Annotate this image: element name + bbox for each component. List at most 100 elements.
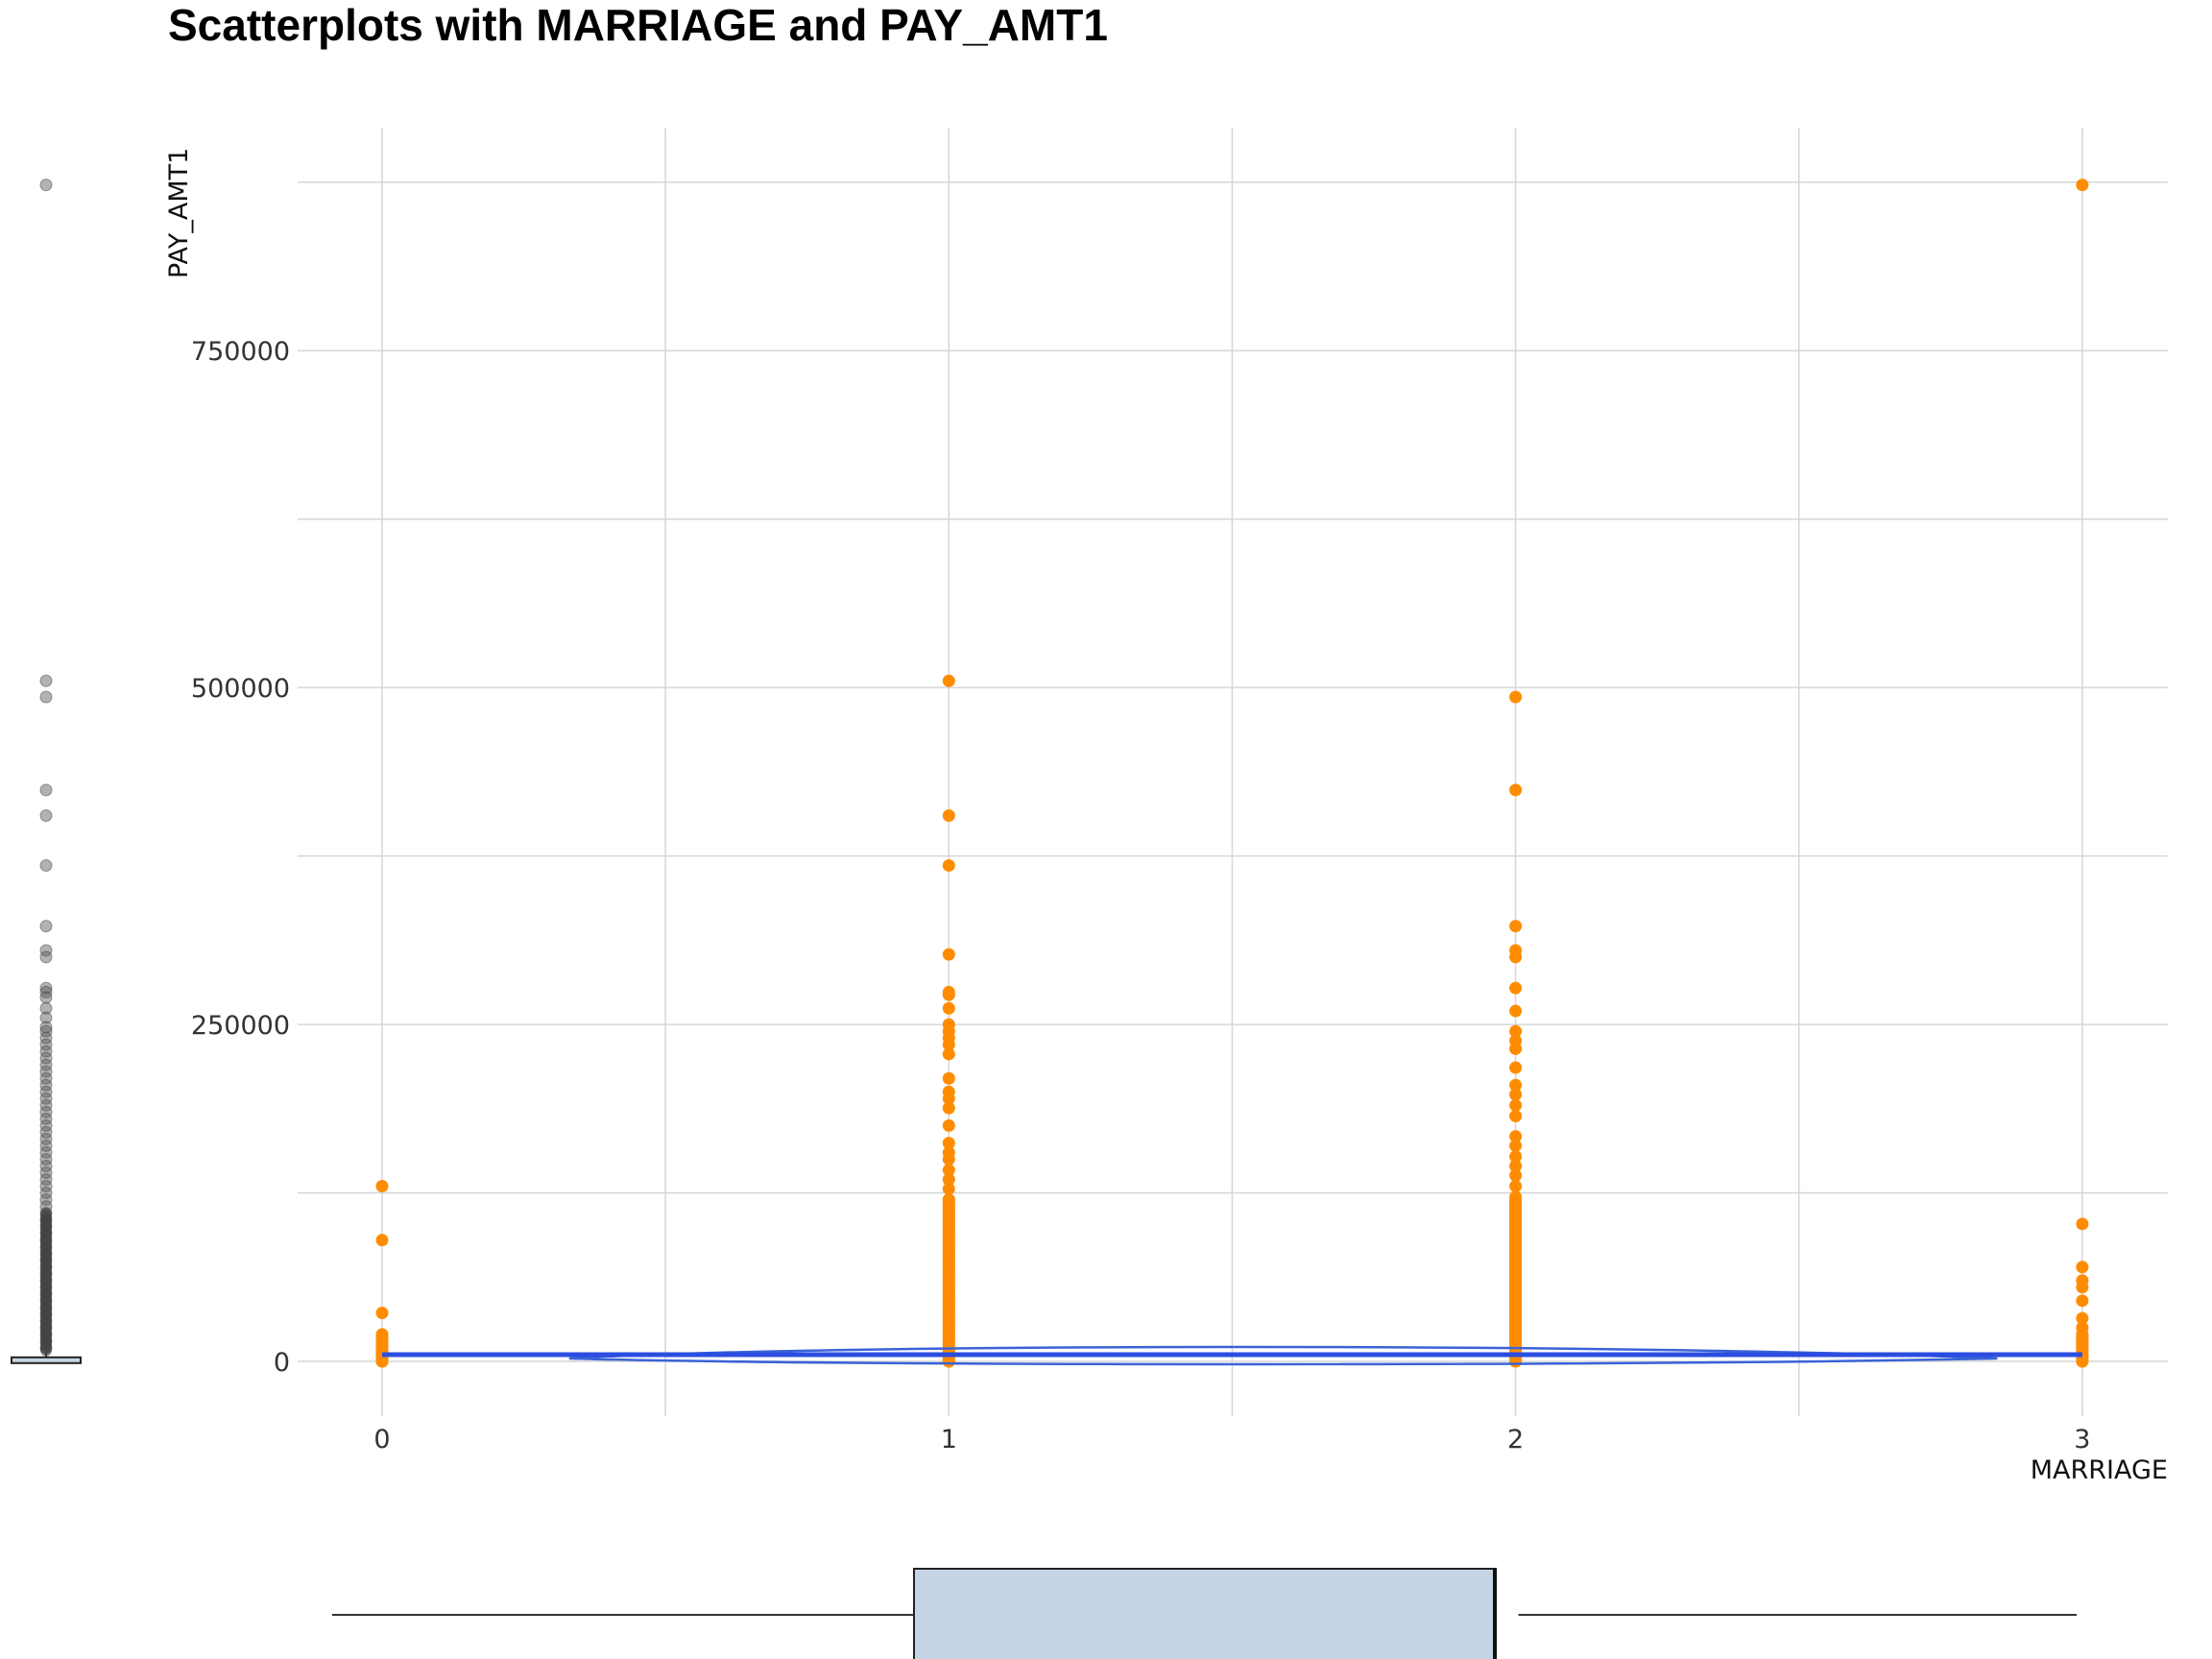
y-marginal-outlier — [39, 1187, 53, 1200]
y-marginal-outlier — [39, 1045, 53, 1058]
chart-title: Scatterplots with MARRIAGE and PAY_AMT1 — [168, 0, 1108, 50]
scatter-point — [1509, 1159, 1523, 1172]
scatter-point — [1509, 1139, 1523, 1152]
y-marginal-outlier — [39, 1098, 53, 1112]
scatter-point — [1509, 1078, 1523, 1092]
scatter-point — [375, 1306, 389, 1319]
y-marginal-outlier — [39, 950, 53, 964]
smooth-confidence-band — [568, 1345, 1998, 1366]
y-marginal-outlier — [39, 920, 53, 933]
x-tick-label: 0 — [373, 1425, 390, 1455]
y-marginal-outlier — [39, 1139, 53, 1152]
y-tick-label: 250000 — [191, 1011, 290, 1041]
scatter-point — [942, 948, 955, 961]
scatter-point — [1509, 1024, 1523, 1038]
scatter-point — [1509, 1168, 1523, 1182]
scatter-point — [1509, 1180, 1523, 1193]
y-marginal-outlier — [39, 1152, 53, 1166]
y-marginal-outlier — [39, 991, 53, 1004]
y-marginal-outlier — [39, 1118, 53, 1132]
y-marginal-outlier — [39, 1193, 53, 1207]
scatter-point — [942, 1137, 955, 1150]
y-marginal-outlier — [39, 1166, 53, 1179]
scatter-point — [942, 1193, 955, 1207]
scatter-point — [1509, 1098, 1523, 1112]
y-marginal-outlier — [39, 1092, 53, 1105]
y-marginal-outlier — [39, 1159, 53, 1172]
grid — [298, 128, 2168, 1416]
y-marginal-outlier — [39, 690, 53, 704]
y-marginal-outlier — [39, 1145, 53, 1159]
scatter-point — [942, 809, 955, 823]
y-marginal-outlier — [39, 1112, 53, 1125]
scatter-point — [1509, 981, 1523, 995]
scatter-point — [375, 1180, 389, 1193]
scatter-point — [1509, 1150, 1523, 1164]
scatter-point — [2076, 179, 2089, 192]
y-marginal-outlier — [39, 1011, 53, 1024]
smooth-line — [382, 1345, 2082, 1366]
scatter-point — [2076, 1311, 2089, 1325]
x-tick-label: 3 — [2074, 1425, 2090, 1455]
scatter-point — [942, 1071, 955, 1085]
scatter-point — [375, 1234, 389, 1247]
scatter-point — [1509, 1130, 1523, 1143]
y-marginal-outlier — [39, 1058, 53, 1071]
y-marginal-outlier — [39, 1001, 53, 1015]
scatter-point — [942, 1152, 955, 1166]
y-marginal-boxplot — [11, 179, 82, 1364]
scatter-point — [2076, 1217, 2089, 1231]
y-marginal-outlier — [39, 981, 53, 995]
scatter-point — [1509, 1042, 1523, 1055]
scatter-point — [942, 988, 955, 1001]
y-marginal-outlier — [39, 1031, 53, 1045]
y-marginal-outlier — [39, 1021, 53, 1034]
scatter-point — [375, 1329, 389, 1342]
y-marginal-outlier — [39, 1085, 53, 1098]
y-tick-label: 0 — [274, 1348, 290, 1378]
scatter-point — [942, 674, 955, 687]
y-marginal-box — [11, 1356, 82, 1364]
y-marginal-outlier — [39, 1125, 53, 1139]
x-marginal-box — [913, 1568, 1497, 1659]
y-tick-label: 500000 — [191, 674, 290, 704]
y-marginal-outlier — [39, 179, 53, 192]
scatter-point — [1509, 783, 1523, 797]
y-marginal-outlier — [39, 1173, 53, 1187]
scatter-point — [1509, 1004, 1523, 1018]
scatter-point — [1509, 1088, 1523, 1101]
y-marginal-outlier — [39, 1180, 53, 1193]
y-marginal-outlier — [39, 1038, 53, 1051]
scatter-point — [942, 1173, 955, 1187]
y-marginal-outlier — [39, 944, 53, 957]
scatter-point — [942, 1118, 955, 1132]
x-tick-label: 2 — [1507, 1425, 1524, 1455]
scatter-point — [1509, 920, 1523, 933]
y-axis-label: PAY_AMT1 — [164, 148, 194, 278]
scatter-point — [2076, 1294, 2089, 1308]
scatter-point — [1509, 1061, 1523, 1074]
scatter-point — [2076, 1281, 2089, 1294]
y-marginal-outlier — [39, 1065, 53, 1078]
x-axis-label: MARRIAGE — [2031, 1455, 2168, 1485]
scatter-point — [2076, 1329, 2089, 1342]
y-marginal-outlier — [39, 1105, 53, 1118]
y-tick-label: 750000 — [191, 337, 290, 367]
y-marginal-outlier — [39, 674, 53, 687]
scatter-point — [942, 1047, 955, 1061]
y-marginal-outlier — [39, 1078, 53, 1092]
scatter-point — [942, 858, 955, 872]
scatter-point — [1509, 950, 1523, 964]
y-marginal-outlier — [39, 1024, 53, 1038]
scatter-point — [1509, 1110, 1523, 1123]
y-marginal-outlier — [39, 1051, 53, 1065]
x-marginal-boxplot — [332, 1568, 2077, 1659]
scatter-point — [942, 1001, 955, 1015]
y-marginal-outlier — [40, 1207, 52, 1219]
y-marginal-outlier — [39, 809, 53, 823]
scatter-point — [2076, 1261, 2089, 1274]
y-marginal-outlier — [39, 1071, 53, 1085]
scatter-points — [375, 179, 2089, 1368]
y-marginal-outlier — [39, 858, 53, 872]
